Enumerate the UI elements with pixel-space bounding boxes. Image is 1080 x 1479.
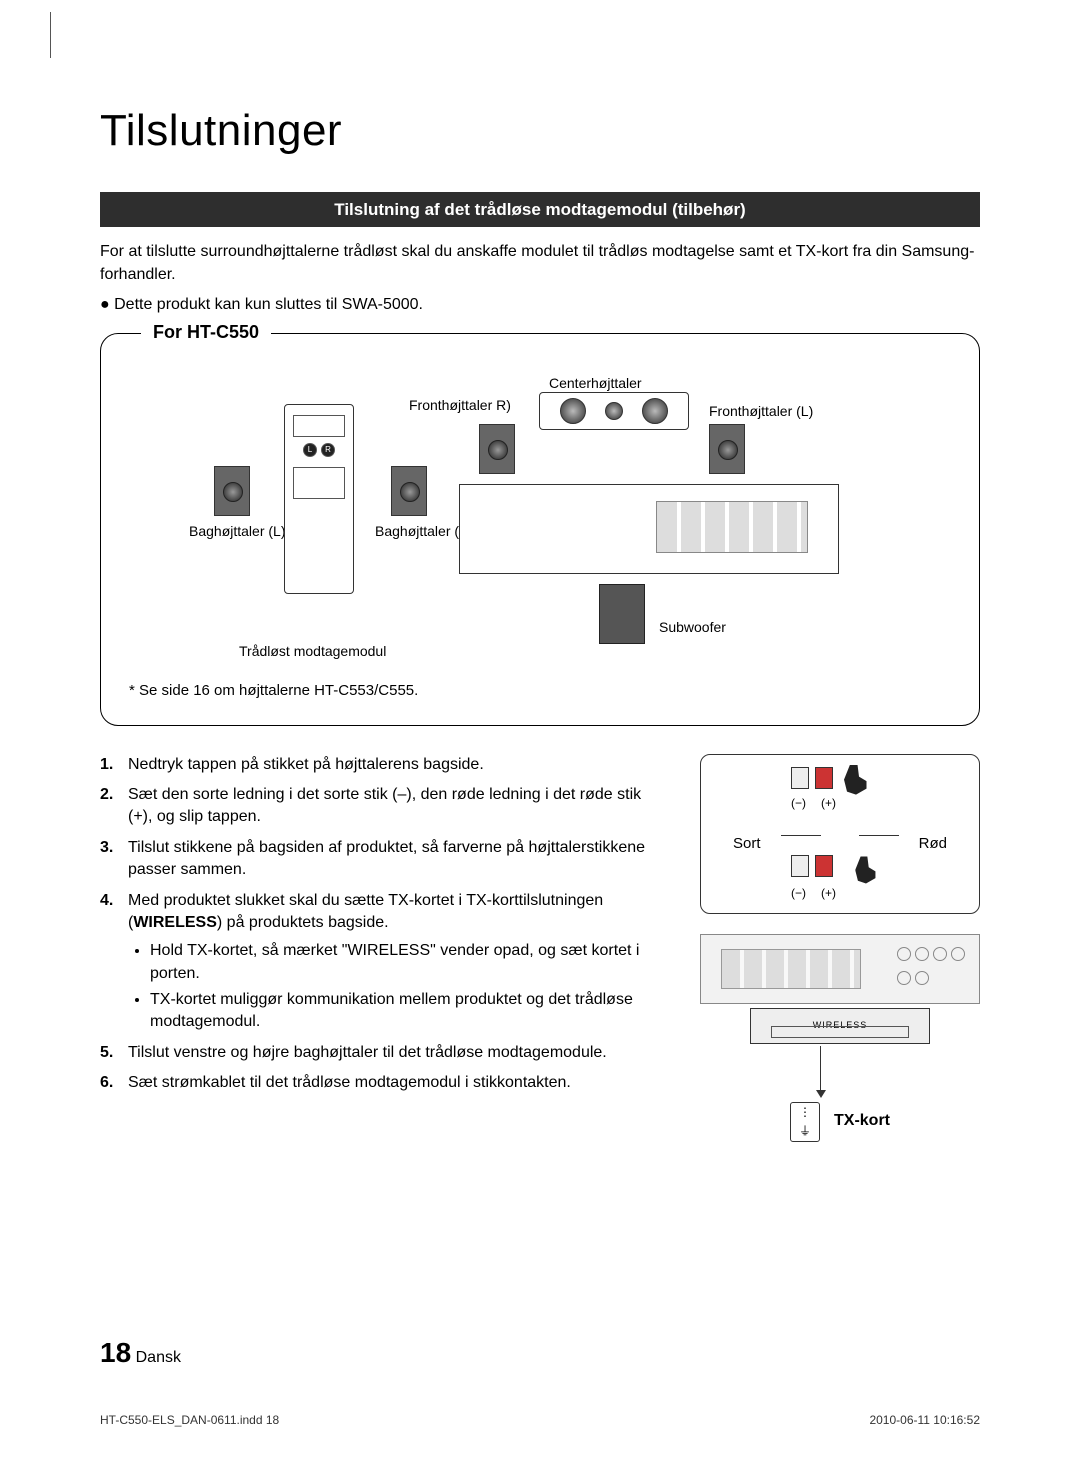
wireless-receiver-icon: LR bbox=[284, 404, 354, 594]
step-3: Tilslut stikkene på bagsiden af produkte… bbox=[100, 837, 670, 882]
tx-card-row: ⋮⏚ TX-kort bbox=[700, 1102, 980, 1142]
intro-paragraph: For at tilslutte surroundhøjttalerne trå… bbox=[100, 241, 980, 286]
step-4-sub2: TX-kortet muliggør kommunikation mellem … bbox=[150, 989, 670, 1034]
front-right-speaker-icon bbox=[479, 424, 515, 474]
footer-meta: HT-C550-ELS_DAN-0611.indd 18 2010-06-11 … bbox=[100, 1412, 980, 1429]
compatibility-note: ● Dette produkt kan kun sluttes til SWA-… bbox=[100, 294, 980, 316]
step-2: Sæt den sorte ledning i det sorte stik (… bbox=[100, 784, 670, 829]
diagram-title: For HT-C550 bbox=[141, 320, 271, 345]
step-4-post: ) på produktets bagside. bbox=[217, 914, 389, 931]
speaker-terminal-illustration: (−) (+) Sort Rød (−) (+) bbox=[700, 754, 980, 914]
main-unit-icon bbox=[459, 484, 839, 574]
diagram-area: Centerhøjttaler Fronthøjttaler R) Fronth… bbox=[129, 374, 951, 674]
step-5: Tilslut venstre og højre baghøjttaler ti… bbox=[100, 1042, 670, 1064]
back-panel-illustration bbox=[700, 934, 980, 1004]
rear-left-speaker-icon bbox=[214, 466, 250, 516]
footer-timestamp: 2010-06-11 10:16:52 bbox=[869, 1412, 980, 1429]
page-language: Dansk bbox=[136, 1349, 181, 1366]
label-wireless-module: Trådløst modtagemodul bbox=[239, 642, 386, 662]
wireless-slot-illustration: WIRELESS bbox=[750, 1008, 930, 1044]
arrow-down-icon bbox=[820, 1046, 821, 1096]
label-subwoofer: Subwoofer bbox=[659, 618, 726, 638]
plus-label-bottom: (+) bbox=[821, 885, 836, 902]
wireless-slot-label: WIRELESS bbox=[813, 1019, 868, 1032]
rear-right-speaker-icon bbox=[391, 466, 427, 516]
diagram-box: For HT-C550 Centerhøjttaler Fronthøjttal… bbox=[100, 333, 980, 726]
rod-label: Rød bbox=[919, 833, 947, 854]
instructions-row: Nedtryk tappen på stikket på højttaleren… bbox=[100, 754, 980, 1142]
step-4-bold: WIRELESS bbox=[133, 914, 217, 931]
footer-filename: HT-C550-ELS_DAN-0611.indd 18 bbox=[100, 1412, 279, 1429]
step-4-sub1: Hold TX-kortet, så mærket "WIRELESS" ven… bbox=[150, 940, 670, 985]
step-4-sublist: Hold TX-kortet, så mærket "WIRELESS" ven… bbox=[128, 940, 670, 1034]
step-1: Nedtryk tappen på stikket på højttaleren… bbox=[100, 754, 670, 776]
minus-label-top: (−) bbox=[791, 795, 806, 812]
side-illustrations: (−) (+) Sort Rød (−) (+) WIRELESS ⋮⏚ TX-… bbox=[700, 754, 980, 1142]
step-6: Sæt strømkablet til det trådløse modtage… bbox=[100, 1072, 670, 1094]
instructions-column: Nedtryk tappen på stikket på højttaleren… bbox=[100, 754, 670, 1103]
label-center-speaker: Centerhøjttaler bbox=[549, 374, 642, 394]
page-title: Tilslutninger bbox=[100, 100, 980, 162]
label-front-right: Fronthøjttaler R) bbox=[409, 396, 511, 416]
hand-icon bbox=[841, 765, 871, 795]
section-heading: Tilslutning af det trådløse modtagemodul… bbox=[100, 192, 980, 228]
subwoofer-icon bbox=[599, 584, 645, 644]
sort-label: Sort bbox=[733, 833, 761, 854]
plus-label-top: (+) bbox=[821, 795, 836, 812]
page-number-block: 18 Dansk bbox=[100, 1333, 980, 1372]
tx-card-label: TX-kort bbox=[834, 1110, 890, 1132]
tx-chip-icon: ⋮⏚ bbox=[790, 1102, 820, 1142]
center-speaker-icon bbox=[539, 392, 689, 430]
page-number: 18 bbox=[100, 1337, 131, 1368]
label-rear-left: Baghøjttaler (L) bbox=[189, 522, 285, 542]
page-footer: 18 Dansk HT-C550-ELS_DAN-0611.indd 18 20… bbox=[100, 1333, 980, 1429]
front-left-speaker-icon bbox=[709, 424, 745, 474]
step-4: Med produktet slukket skal du sætte TX-k… bbox=[100, 890, 670, 1034]
minus-label-bottom: (−) bbox=[791, 885, 806, 902]
diagram-footnote: * Se side 16 om højttalerne HT-C553/C555… bbox=[129, 680, 951, 701]
hand-icon bbox=[853, 856, 880, 883]
label-front-left: Fronthøjttaler (L) bbox=[709, 402, 813, 422]
steps-list: Nedtryk tappen på stikket på højttaleren… bbox=[100, 754, 670, 1095]
crop-mark bbox=[50, 12, 51, 58]
